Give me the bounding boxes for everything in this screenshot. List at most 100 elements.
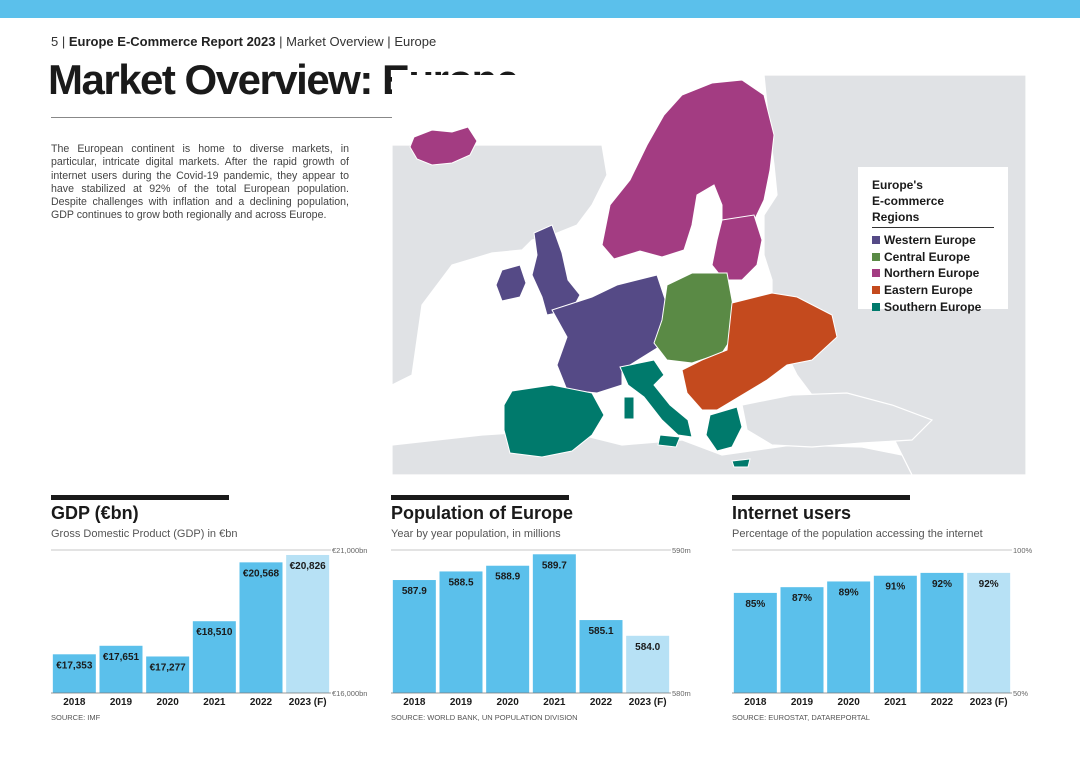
gdp-panel: GDP (€bn) Gross Domestic Product (GDP) i…: [51, 495, 367, 735]
x-tick-label: 2022: [931, 697, 954, 708]
population-subtitle: Year by year population, in millions: [391, 528, 561, 540]
x-tick-label: 2021: [884, 697, 907, 708]
bar: [626, 635, 670, 693]
data-label: 589.7: [542, 560, 567, 571]
x-tick-label: 2022: [590, 697, 613, 708]
bar: [920, 572, 964, 693]
data-label: €17,651: [103, 652, 140, 663]
map-region-baltics: [711, 214, 763, 281]
map-region-iberia: [503, 384, 605, 458]
y-min-label: 580m: [672, 689, 691, 698]
map-region-sicily: [657, 434, 681, 448]
map-region-eastern: [681, 292, 838, 411]
y-max-label: 100%: [1013, 546, 1033, 555]
panel-accent-bar: [391, 495, 569, 500]
legend-swatch: [872, 302, 880, 311]
legend-item-western: Western Europe: [872, 232, 994, 249]
data-label: 92%: [932, 579, 952, 590]
data-label: €20,568: [243, 568, 280, 579]
legend-swatch: [872, 252, 880, 261]
map-land-west: [392, 144, 608, 386]
intro-paragraph: The European continent is home to divers…: [51, 143, 349, 222]
legend-label: Southern Europe: [884, 299, 982, 314]
data-label: €18,510: [196, 627, 233, 638]
legend-item-eastern: Eastern Europe: [872, 282, 994, 299]
data-label: 92%: [979, 579, 999, 590]
bar: [733, 592, 777, 693]
bar: [52, 654, 96, 693]
report-title: Europe E-Commerce Report 2023: [68, 34, 276, 49]
map-legend: Europe's E-commerce Regions Western Euro…: [858, 167, 1008, 314]
map-region-greece: [705, 406, 743, 452]
x-tick-label: 2023 (F): [970, 697, 1008, 708]
map-land-turkey: [741, 392, 934, 448]
breadcrumb-separator: |: [279, 34, 283, 49]
bar: [286, 554, 330, 693]
bar: [192, 621, 236, 693]
internet-chart: 100% 85% 2018 87% 2019 89% 2020 91% 2021 92% 2022 9…: [732, 546, 1033, 708]
data-label: 89%: [839, 587, 859, 598]
x-tick-label: 2019: [450, 697, 473, 708]
x-tick-label: 2021: [203, 697, 226, 708]
bar: [439, 571, 483, 693]
map-region-scandinavia: [601, 79, 775, 260]
bar: [392, 580, 436, 693]
panel-accent-bar: [732, 495, 910, 500]
y-max-label: 590m: [672, 546, 691, 555]
legend-swatch: [872, 236, 880, 245]
x-tick-label: 2018: [744, 697, 767, 708]
top-accent-bar: [0, 0, 1080, 18]
x-tick-label: 2020: [497, 697, 520, 708]
legend-item-northern: Northern Europe: [872, 265, 994, 282]
legend-label: Northern Europe: [884, 266, 980, 281]
breadcrumb-separator: |: [387, 34, 391, 49]
internet-title: Internet users: [732, 503, 852, 523]
population-chart: 590m 587.9 2018 588.5 2019 588.9 2020 589.7 2021…: [391, 546, 691, 708]
y-min-label: €16,000bn: [332, 689, 367, 698]
legend-swatch: [872, 269, 880, 278]
bar: [579, 620, 623, 693]
data-label: 588.9: [495, 572, 520, 583]
legend-item-southern: Southern Europe: [872, 298, 994, 315]
internet-subtitle: Percentage of the population accessing t…: [732, 528, 983, 540]
internet-source: SOURCE: EUROSTAT, DATAREPORTAL: [732, 713, 870, 722]
x-tick-label: 2019: [110, 697, 133, 708]
population-panel: Population of Europe Year by year popula…: [391, 495, 691, 735]
bar: [827, 581, 871, 693]
panel-accent-bar: [51, 495, 229, 500]
data-label: €17,277: [150, 662, 187, 673]
population-source: SOURCE: WORLD BANK, UN POPULATION DIVISI…: [391, 713, 578, 722]
x-tick-label: 2023 (F): [289, 697, 327, 708]
x-tick-label: 2020: [157, 697, 180, 708]
x-tick-label: 2019: [791, 697, 814, 708]
bar: [967, 572, 1011, 693]
gdp-subtitle: Gross Domestic Product (GDP) in €bn: [51, 528, 238, 540]
data-label: 85%: [745, 599, 765, 610]
gdp-source: SOURCE: IMF: [51, 713, 101, 722]
data-label: 91%: [885, 582, 905, 593]
page-number: 5: [51, 34, 59, 49]
map-region-sardinia: [623, 396, 635, 420]
y-min-label: 50%: [1013, 689, 1028, 698]
legend-item-central: Central Europe: [872, 249, 994, 266]
bar: [146, 656, 190, 693]
x-tick-label: 2023 (F): [629, 697, 667, 708]
map-region-ireland: [495, 264, 527, 302]
data-label: 585.1: [588, 626, 613, 637]
bar: [873, 575, 917, 693]
bar: [486, 565, 530, 693]
x-tick-label: 2018: [403, 697, 426, 708]
breadcrumb-region: Europe: [394, 34, 437, 49]
gdp-chart: €21,000bn €17,353 2018 €17,651 2019 €17,277 20…: [51, 546, 367, 708]
x-tick-label: 2020: [838, 697, 861, 708]
breadcrumb-separator: |: [61, 34, 66, 49]
map-region-cyprus: [731, 458, 751, 468]
y-max-label: €21,000bn: [332, 546, 367, 555]
legend-label: Eastern Europe: [884, 283, 973, 298]
breadcrumb: 5 | Europe E-Commerce Report 2023 | Mark…: [51, 34, 436, 49]
data-label: €17,353: [56, 660, 93, 671]
bar: [532, 554, 576, 693]
data-label: 87%: [792, 593, 812, 604]
internet-panel: Internet users Percentage of the populat…: [732, 495, 1033, 735]
legend-title: Europe's: [872, 178, 923, 192]
